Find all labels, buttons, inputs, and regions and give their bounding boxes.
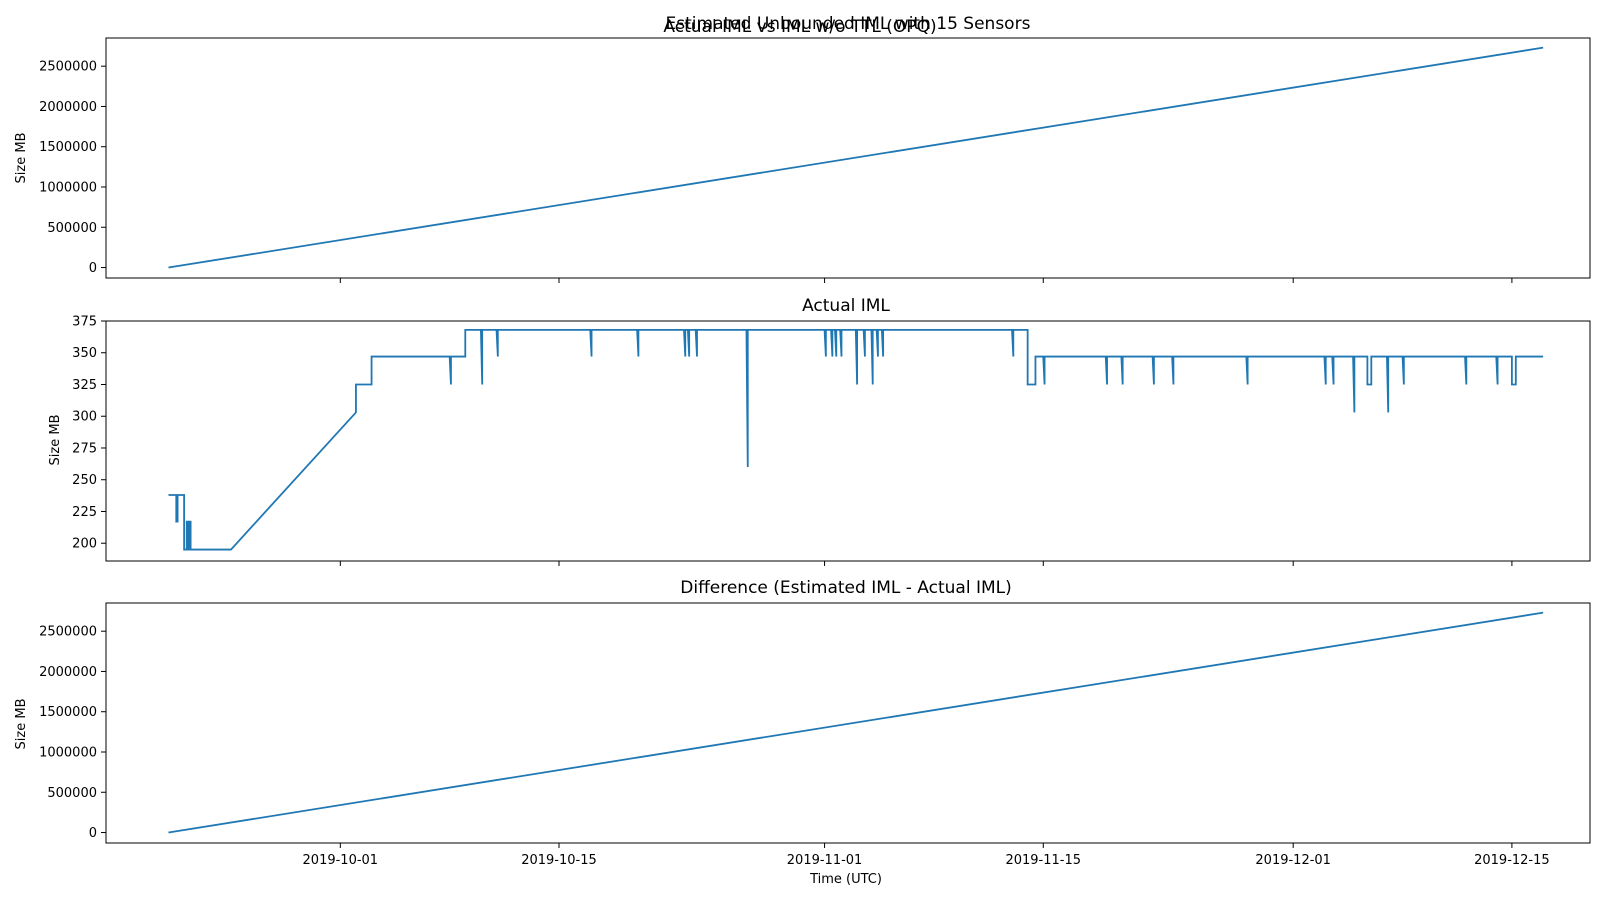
panel-1-title: Actual IML vs IML w/o TTL (OPQ) (663, 17, 936, 37)
panel-3-title: Difference (Estimated IML - Actual IML) (680, 578, 1012, 598)
panel-2-y-tick-label: 200 (72, 537, 97, 552)
panel-3-y-tick-label: 1000000 (39, 745, 97, 760)
panel-2-y-tick-label: 300 (72, 410, 97, 425)
panel-1: Actual IML vs IML w/o TTL (OPQ) Size MB … (14, 17, 1591, 283)
panel-2-y-tick-label: 375 (72, 315, 97, 330)
panel-1-y-tick-label: 500000 (47, 221, 97, 236)
panel-1-series-line-1 (168, 46, 1544, 269)
panel-2-y-tick-label: 225 (72, 505, 97, 520)
panel-3-x-tick-label: 2019-10-01 (303, 853, 379, 868)
panel-3-ylabel: Size MB (14, 699, 29, 750)
panel-1-y-tick-label: 0 (89, 261, 97, 276)
panel-3: Difference (Estimated IML - Actual IML) … (14, 578, 1591, 868)
panel-3-x-tick-label: 2019-11-15 (1005, 853, 1081, 868)
panel-2-y-tick-label: 250 (72, 473, 97, 488)
panel-2-title: Actual IML (802, 296, 890, 316)
panel-1-y-tick-label: 2000000 (39, 100, 97, 115)
panel-3-y-tick-label: 2500000 (39, 625, 97, 640)
panel-2-axes-frame (105, 320, 1591, 562)
panel-1-y-tick-label: 1500000 (39, 140, 97, 155)
panel-3-y-tick-label: 2000000 (39, 665, 97, 680)
panel-3-y-tick-label: 1500000 (39, 705, 97, 720)
panel-1-ylabel: Size MB (14, 133, 29, 184)
panel-1-y-tick-label: 2500000 (39, 60, 97, 75)
panel-3-y-tick-label: 0 (89, 826, 97, 841)
panel-2-series-line-1 (168, 328, 1544, 551)
panel-2-ylabel: Size MB (48, 415, 63, 466)
panel-3-y-tick-label: 500000 (47, 786, 97, 801)
panel-1-axes-frame (105, 37, 1591, 279)
panel-1-y-tick-label: 1000000 (39, 180, 97, 195)
panel-3-x-tick-label: 2019-12-15 (1474, 853, 1550, 868)
x-axis-label: Time (UTC) (809, 872, 882, 887)
panel-3-x-tick-label: 2019-10-15 (521, 853, 597, 868)
panel-3-series-line-1 (168, 611, 1544, 834)
panel-2-y-tick-label: 275 (72, 441, 97, 456)
panel-3-axes-frame (105, 602, 1591, 844)
figure-suptitle: Estimated Unbounded IML with 15 Sensors (666, 14, 1031, 34)
panel-2-y-tick-label: 350 (72, 346, 97, 361)
panel-2-y-tick-label: 325 (72, 378, 97, 393)
panel-3-x-tick-label: 2019-12-01 (1255, 853, 1331, 868)
panel-2: Actual IML Size MB 200 225 250 275 300 325 350… (48, 296, 1591, 566)
panel-3-x-tick-label: 2019-11-01 (787, 853, 863, 868)
